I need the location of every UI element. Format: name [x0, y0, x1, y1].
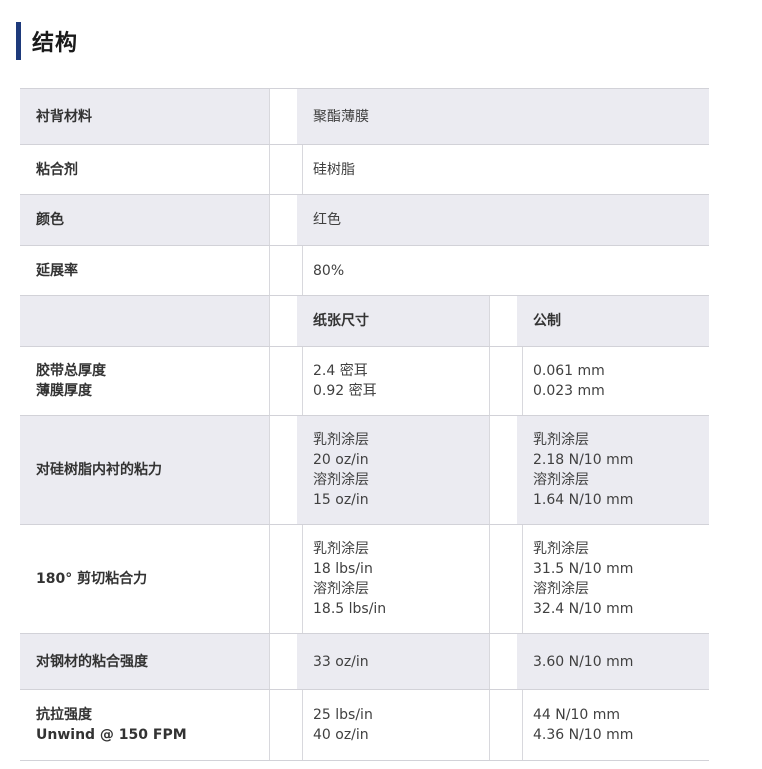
metric-value-cell: 乳剂涂层 31.5 N/10 mm 溶剂涂层 32.4 N/10 mm: [517, 525, 709, 633]
imperial-value-cell: 乳剂涂层 20 oz/in 溶剂涂层 15 oz/in: [297, 416, 489, 524]
row-label-cell: 对钢材的粘合强度: [20, 634, 269, 689]
imperial-value: 40 oz/in: [313, 727, 369, 743]
imperial-value: 2.4 密耳: [313, 363, 368, 379]
row-label: 颜色: [36, 212, 64, 228]
imperial-value: 33 oz/in: [313, 653, 369, 670]
row-value: 聚酯薄膜: [313, 108, 369, 125]
metric-header-label: 公制: [533, 313, 561, 329]
metric-value: 2.18 N/10 mm: [533, 452, 634, 468]
gap-cell: [489, 690, 523, 760]
row-label-cell: 衬背材料: [20, 89, 269, 144]
imperial-value-cell: 25 lbs/in 40 oz/in: [297, 690, 489, 760]
metric-value: 乳剂涂层: [533, 541, 589, 557]
table-row: 延展率 80%: [20, 245, 709, 295]
imperial-value: 乳剂涂层: [313, 432, 369, 448]
row-label-cell: 抗拉强度 Unwind @ 150 FPM: [20, 690, 269, 760]
table-row: 对硅树脂内衬的粘力 乳剂涂层 20 oz/in 溶剂涂层 15 oz/in 乳剂…: [20, 415, 709, 524]
spec-table: 衬背材料 聚酯薄膜 粘合剂 硅树脂 颜色 红色 延展率 80% 纸张尺寸: [20, 88, 709, 761]
row-label-cell: 颜色: [20, 195, 269, 245]
gap-cell: [269, 145, 303, 194]
row-label: Unwind @ 150 FPM: [36, 727, 187, 743]
row-value-cell: 80%: [297, 246, 709, 295]
imperial-value: 溶剂涂层: [313, 472, 369, 488]
imperial-value: 15 oz/in: [313, 492, 369, 508]
imperial-value: 溶剂涂层: [313, 581, 369, 597]
imperial-value: 乳剂涂层: [313, 541, 369, 557]
title-accent-bar: [16, 22, 21, 60]
gap-cell: [269, 690, 303, 760]
row-label-cell: 延展率: [20, 246, 269, 295]
table-row: 180° 剪切粘合力 乳剂涂层 18 lbs/in 溶剂涂层 18.5 lbs/…: [20, 524, 709, 633]
imperial-header-label: 纸张尺寸: [313, 313, 369, 329]
metric-value: 溶剂涂层: [533, 472, 589, 488]
row-label: 对硅树脂内衬的粘力: [36, 462, 162, 478]
gap-cell: [269, 525, 303, 633]
unit-header-row: 纸张尺寸 公制: [20, 295, 709, 346]
row-label: 抗拉强度: [36, 707, 92, 723]
metric-value: 乳剂涂层: [533, 432, 589, 448]
imperial-value: 25 lbs/in: [313, 707, 373, 723]
imperial-column-header: 纸张尺寸: [297, 296, 489, 346]
row-value: 80%: [313, 262, 345, 279]
metric-value-cell: 乳剂涂层 2.18 N/10 mm 溶剂涂层 1.64 N/10 mm: [517, 416, 709, 524]
imperial-value: 20 oz/in: [313, 452, 369, 468]
metric-value: 1.64 N/10 mm: [533, 492, 634, 508]
row-label: 延展率: [36, 262, 78, 279]
imperial-value: 0.92 密耳: [313, 383, 377, 399]
row-label: 薄膜厚度: [36, 383, 92, 399]
row-label-cell: 粘合剂: [20, 145, 269, 194]
table-row: 对钢材的粘合强度 33 oz/in 3.60 N/10 mm: [20, 633, 709, 689]
table-row: 粘合剂 硅树脂: [20, 144, 709, 194]
row-label: 粘合剂: [36, 161, 78, 178]
metric-value: 3.60 N/10 mm: [533, 653, 634, 670]
row-value: 红色: [313, 212, 341, 228]
row-value: 硅树脂: [313, 161, 355, 178]
table-row: 衬背材料 聚酯薄膜: [20, 88, 709, 144]
table-row: 胶带总厚度 薄膜厚度 2.4 密耳 0.92 密耳 0.061 mm 0.023…: [20, 346, 709, 415]
table-row: 颜色 红色: [20, 194, 709, 245]
metric-value: 44 N/10 mm: [533, 707, 620, 723]
metric-value: 0.061 mm: [533, 363, 605, 379]
row-value-cell: 红色: [297, 195, 709, 245]
row-label: 胶带总厚度: [36, 363, 106, 379]
metric-value: 32.4 N/10 mm: [533, 601, 634, 617]
row-label-cell: 胶带总厚度 薄膜厚度: [20, 347, 269, 415]
gap-cell: [269, 246, 303, 295]
metric-value-cell: 3.60 N/10 mm: [517, 634, 709, 689]
metric-value: 31.5 N/10 mm: [533, 561, 634, 577]
metric-value: 4.36 N/10 mm: [533, 727, 634, 743]
imperial-value: 18 lbs/in: [313, 561, 373, 577]
metric-value-cell: 44 N/10 mm 4.36 N/10 mm: [517, 690, 709, 760]
metric-column-header: 公制: [517, 296, 709, 346]
metric-value-cell: 0.061 mm 0.023 mm: [517, 347, 709, 415]
metric-value: 0.023 mm: [533, 383, 605, 399]
row-label-cell: [20, 296, 269, 346]
row-value-cell: 聚酯薄膜: [297, 89, 709, 144]
gap-cell: [269, 347, 303, 415]
row-label: 对钢材的粘合强度: [36, 653, 148, 670]
page-title: 结构: [32, 31, 79, 56]
row-label-cell: 对硅树脂内衬的粘力: [20, 416, 269, 524]
gap-cell: [489, 525, 523, 633]
imperial-value: 18.5 lbs/in: [313, 601, 387, 617]
imperial-value-cell: 乳剂涂层 18 lbs/in 溶剂涂层 18.5 lbs/in: [297, 525, 489, 633]
imperial-value-cell: 2.4 密耳 0.92 密耳: [297, 347, 489, 415]
row-label: 180° 剪切粘合力: [36, 571, 148, 587]
row-label: 衬背材料: [36, 108, 92, 125]
gap-cell: [489, 347, 523, 415]
section-title-block: 结构: [16, 22, 78, 60]
table-row: 抗拉强度 Unwind @ 150 FPM 25 lbs/in 40 oz/in…: [20, 689, 709, 760]
imperial-value-cell: 33 oz/in: [297, 634, 489, 689]
metric-value: 溶剂涂层: [533, 581, 589, 597]
row-label-cell: 180° 剪切粘合力: [20, 525, 269, 633]
row-value-cell: 硅树脂: [297, 145, 709, 194]
